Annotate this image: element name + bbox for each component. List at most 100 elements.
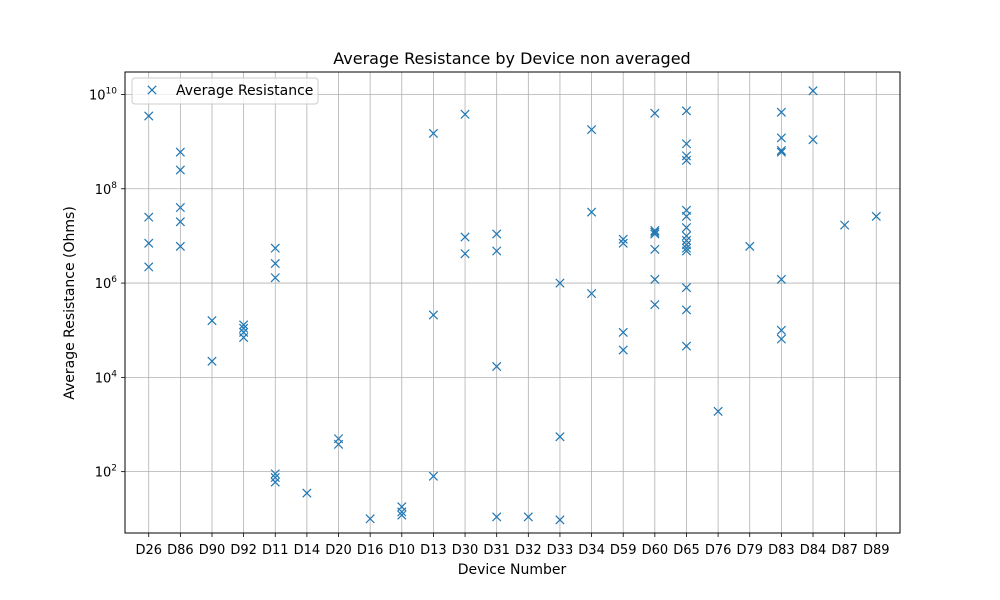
x-tick-label: D86 [167, 543, 194, 558]
data-point [650, 229, 660, 239]
data-point [681, 211, 692, 221]
x-tick-label: D33 [547, 543, 574, 558]
grid [125, 72, 900, 533]
data-point [650, 244, 660, 254]
y-tick-label: 108 [95, 181, 118, 198]
x-tick-label: D60 [642, 543, 669, 558]
data-point [681, 235, 692, 246]
data-point [238, 332, 249, 343]
data-point [776, 325, 787, 335]
data-point [428, 128, 439, 138]
data-point [776, 147, 787, 157]
data-point [492, 361, 502, 372]
data-points [144, 86, 881, 525]
data-point [776, 145, 787, 156]
x-tick-label: D89 [863, 543, 890, 558]
data-point [681, 246, 692, 256]
y-axis-ticks: 102 104 106 108 1010 [89, 86, 125, 481]
data-point [871, 211, 881, 221]
data-point [681, 106, 692, 116]
data-point [270, 258, 280, 269]
chart-title: Average Resistance by Device non average… [333, 49, 690, 68]
data-point [302, 488, 312, 498]
data-point [840, 220, 850, 230]
data-point [618, 327, 628, 338]
data-point [238, 323, 249, 333]
data-point [745, 241, 755, 252]
data-point [618, 234, 628, 244]
data-point [397, 510, 407, 520]
data-point [270, 273, 280, 283]
data-point [681, 139, 692, 149]
data-point [618, 345, 628, 355]
data-point [776, 133, 787, 143]
data-point [681, 151, 692, 161]
x-tick-label: D32 [515, 543, 542, 558]
data-point [144, 212, 154, 222]
data-point [555, 515, 565, 525]
x-tick-label: D16 [357, 543, 384, 558]
data-point [681, 283, 692, 293]
x-tick-label: D84 [800, 543, 827, 558]
data-point [776, 334, 787, 344]
x-tick-label: D10 [389, 543, 416, 558]
legend-marker-cross [147, 85, 157, 95]
data-point [175, 241, 185, 252]
data-point [428, 310, 439, 320]
y-tick-label: 106 [95, 275, 118, 292]
data-point [270, 469, 280, 479]
x-tick-label: D20 [325, 543, 352, 558]
data-point [681, 243, 692, 253]
data-point [650, 108, 660, 118]
data-point [175, 202, 185, 213]
data-point [555, 278, 565, 288]
data-point [808, 86, 818, 96]
legend-marker-icon [147, 85, 157, 95]
data-point [681, 305, 692, 315]
data-point [207, 315, 217, 326]
data-point [681, 223, 692, 233]
legend-box [131, 77, 319, 105]
data-point [776, 274, 787, 284]
data-point [238, 320, 249, 330]
data-point [175, 165, 185, 175]
x-tick-label: D65 [673, 543, 700, 558]
data-point [333, 439, 344, 449]
x-tick-label: D90 [199, 543, 226, 558]
y-tick-label: 104 [95, 369, 118, 386]
x-tick-label: D34 [578, 543, 605, 558]
data-point [713, 406, 723, 416]
x-tick-label: D79 [736, 543, 763, 558]
data-point [586, 288, 597, 299]
data-point [681, 341, 692, 351]
data-point [776, 107, 787, 117]
data-point [460, 232, 470, 242]
x-tick-label: D30 [452, 543, 479, 558]
data-point [586, 124, 597, 135]
y-tick-label: 102 [95, 464, 117, 481]
data-point [681, 231, 692, 241]
x-tick-label: D11 [262, 543, 289, 558]
x-axis-ticks: D26 D86 D90 D92 D11 D14 D20 D16 D10 D13 D30 D31 D32 D… [135, 533, 890, 558]
data-point [492, 229, 502, 239]
data-point [144, 111, 154, 121]
data-point [175, 147, 185, 157]
x-tick-label: D26 [135, 543, 162, 558]
data-point [681, 155, 692, 166]
data-point [460, 109, 470, 119]
data-point [586, 207, 597, 217]
data-point [650, 299, 660, 310]
data-point [650, 227, 660, 237]
x-tick-label: D14 [294, 543, 321, 558]
legend-entry: Average Resistance [176, 83, 313, 99]
data-point [270, 243, 280, 253]
x-tick-label: D13 [420, 543, 447, 558]
data-point [397, 507, 407, 517]
data-point [492, 512, 502, 522]
x-tick-label: D87 [831, 543, 858, 558]
x-tick-label: D83 [768, 543, 795, 558]
data-point [144, 262, 154, 272]
x-axis-label: Device Number [458, 562, 567, 578]
data-point [270, 472, 280, 483]
